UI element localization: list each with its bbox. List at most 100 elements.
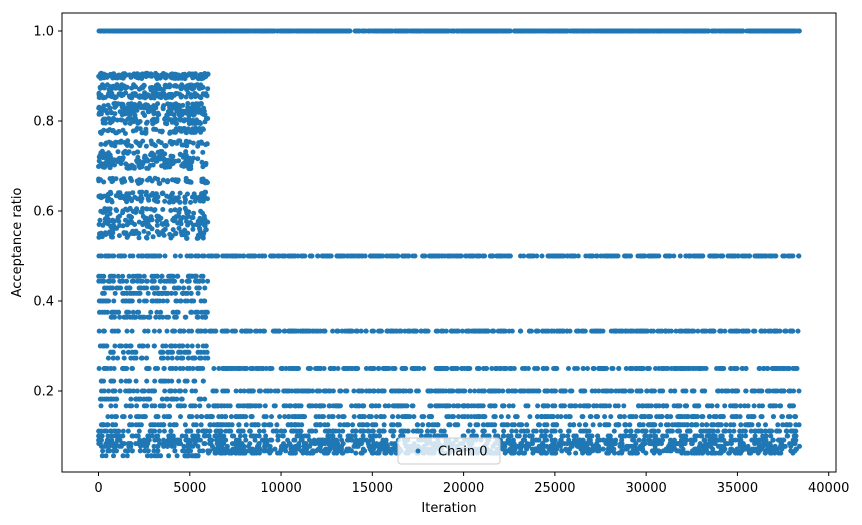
data-point <box>792 414 798 420</box>
data-point <box>141 298 147 304</box>
data-point <box>202 72 208 78</box>
data-point <box>142 155 148 161</box>
data-point <box>105 448 111 454</box>
data-point <box>111 273 117 279</box>
data-point <box>202 285 208 291</box>
data-point <box>124 453 130 459</box>
data-point <box>155 28 161 34</box>
data-point <box>103 72 109 78</box>
data-point <box>129 95 135 101</box>
data-point <box>106 86 112 92</box>
data-point <box>205 278 211 284</box>
data-point <box>137 290 143 296</box>
data-point <box>664 448 670 454</box>
data-point <box>190 222 196 228</box>
data-point <box>182 314 188 320</box>
data-point <box>102 209 108 215</box>
data-point <box>598 253 604 259</box>
data-point <box>100 222 106 228</box>
data-point <box>199 309 205 315</box>
data-point <box>110 223 116 229</box>
data-point <box>113 441 119 447</box>
data-point <box>129 178 135 184</box>
data-point <box>102 94 108 100</box>
data-point <box>139 76 145 81</box>
data-point <box>201 105 207 111</box>
data-point <box>138 85 144 91</box>
data-point <box>102 216 108 222</box>
data-point <box>527 414 533 420</box>
data-point <box>208 422 214 428</box>
data-point <box>780 414 785 420</box>
data-point <box>112 290 118 296</box>
data-point <box>144 403 150 409</box>
data-point <box>197 140 203 146</box>
data-point <box>176 225 182 231</box>
data-point <box>188 309 194 315</box>
data-point <box>197 73 203 79</box>
data-point <box>151 111 157 117</box>
data-point <box>621 414 627 420</box>
data-point <box>170 227 176 233</box>
data-point <box>608 414 614 420</box>
data-point <box>163 396 169 402</box>
data-point <box>186 453 191 459</box>
data-point <box>200 273 206 279</box>
data-point <box>140 343 146 349</box>
data-point <box>509 422 515 428</box>
data-point <box>172 216 178 222</box>
data-point <box>200 235 206 241</box>
data-point <box>321 366 327 371</box>
data-point <box>151 104 157 110</box>
data-point <box>169 355 175 361</box>
data-point <box>203 433 209 439</box>
data-point <box>432 253 438 259</box>
data-point <box>773 403 779 409</box>
data-point <box>141 220 146 226</box>
data-point <box>101 84 106 90</box>
data-point <box>137 396 143 402</box>
data-point <box>172 388 178 394</box>
data-point <box>137 448 143 454</box>
data-point <box>145 343 151 349</box>
data-point <box>173 230 179 236</box>
data-point <box>516 450 522 456</box>
data-point <box>113 103 119 109</box>
data-point <box>101 343 107 349</box>
data-point <box>121 230 127 236</box>
data-point <box>98 428 104 434</box>
data-point <box>178 328 184 334</box>
data-point <box>127 105 133 111</box>
data-point <box>136 298 142 304</box>
data-point <box>107 428 113 434</box>
data-point <box>683 388 689 394</box>
data-point <box>335 366 341 371</box>
data-point <box>133 349 139 355</box>
data-point <box>176 349 182 355</box>
data-point <box>172 253 178 259</box>
data-point <box>363 388 369 394</box>
data-point <box>196 285 202 291</box>
data-point <box>188 448 194 454</box>
data-point <box>550 403 556 409</box>
data-point <box>173 366 179 371</box>
data-point <box>166 314 171 320</box>
data-point <box>305 366 311 371</box>
data-point <box>185 104 191 110</box>
data-point <box>190 453 196 459</box>
data-point <box>122 253 128 259</box>
data-point <box>145 328 151 334</box>
data-point <box>182 117 188 123</box>
data-point <box>172 207 178 213</box>
data-point <box>161 285 167 291</box>
data-point <box>166 194 172 200</box>
data-point <box>200 428 206 434</box>
data-point <box>196 194 202 200</box>
data-point <box>181 448 187 454</box>
data-point <box>381 422 387 428</box>
data-point <box>336 414 341 420</box>
data-point <box>330 414 336 420</box>
data-point <box>165 349 171 355</box>
data-point <box>182 422 188 428</box>
data-point <box>162 253 168 259</box>
